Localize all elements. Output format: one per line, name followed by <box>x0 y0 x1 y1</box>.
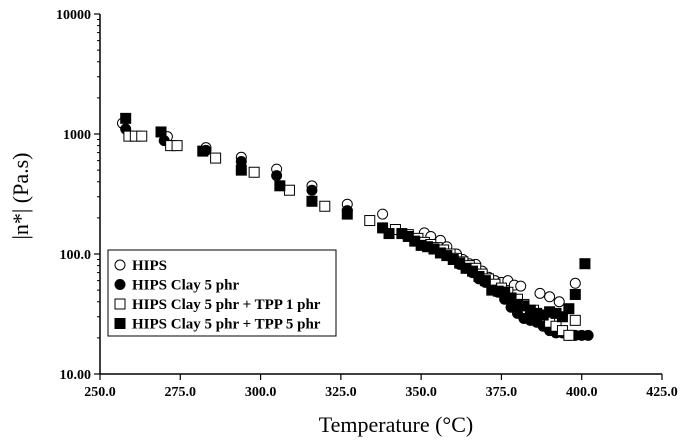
y-tick-label: 10000 <box>56 8 91 23</box>
hips-point <box>544 291 556 303</box>
x-tick-label: 275.0 <box>165 385 197 400</box>
legend-label: HIPS Clay 5 phr + TPP 1 phr <box>132 297 321 313</box>
hips-clay-tpp5-point <box>569 288 581 300</box>
hips-clay-tpp1-point <box>283 184 295 196</box>
x-tick-label: 325.0 <box>325 385 357 400</box>
hips-clay-tpp5-point <box>155 126 167 138</box>
hips-clay-tpp5-point <box>306 195 318 207</box>
hips-clay-point <box>271 170 283 182</box>
hips-point <box>553 296 565 308</box>
hips-point <box>569 277 581 289</box>
x-tick-label: 350.0 <box>405 385 437 400</box>
legend-label: HIPS Clay 5 phr <box>132 278 239 294</box>
x-tick-label: 425.0 <box>646 385 678 400</box>
hips-clay-tpp5-point <box>274 180 286 192</box>
hips-clay-tpp5-point <box>499 286 511 298</box>
hips-clay-tpp5-point <box>235 164 247 176</box>
hips-clay-tpp5-point <box>563 303 575 315</box>
hips-clay-tpp5-point <box>383 228 395 240</box>
hips-clay-tpp5-point <box>341 208 353 220</box>
ticks: 250.0 275.0 300.0 325.0 350.0 375.0 400.0 425.0… <box>56 8 678 400</box>
hips-clay-tpp1-point <box>569 314 581 326</box>
hips-clay-tpp1-point <box>248 166 260 178</box>
hips-point <box>515 280 527 292</box>
hips-clay-tpp5-point <box>479 275 491 287</box>
hips-clay-tpp1-point <box>171 140 183 152</box>
hips-clay-tpp5-point <box>377 222 389 234</box>
legend-label: HIPS Clay 5 phr + TPP 5 phr <box>132 317 321 333</box>
y-tick-label: 1000 <box>63 128 91 143</box>
x-tick-label: 300.0 <box>245 385 277 400</box>
hips-clay-tpp5-point <box>579 258 591 270</box>
hips-point <box>534 287 546 299</box>
x-axis-title: Temperature (°C) <box>319 412 473 437</box>
legend-marker <box>114 298 126 310</box>
y-axis-title: |n*| (Pa.s) <box>8 152 33 239</box>
legend-marker <box>114 279 126 290</box>
x-tick-label: 250.0 <box>84 385 116 400</box>
x-tick-label: 400.0 <box>566 385 598 400</box>
legend: HIPS HIPS Clay 5 phr HIPS Clay 5 phr + TPP… <box>107 249 337 337</box>
y-tick-label: 100.0 <box>60 248 92 263</box>
hips-clay-tpp1-point <box>563 329 575 341</box>
hips-clay-tpp1-point <box>364 215 376 227</box>
legend-label: HIPS <box>132 258 167 274</box>
axes <box>99 14 662 375</box>
legend-marker <box>114 259 126 271</box>
series-4 <box>120 112 591 323</box>
legend-marker <box>114 318 126 329</box>
hips-clay-point <box>306 184 318 196</box>
data-marks <box>116 112 594 341</box>
hips-clay-tpp5-point <box>197 145 209 157</box>
legend-box <box>107 249 337 337</box>
y-tick-label: 10.00 <box>60 368 92 383</box>
hips-clay-tpp5-point <box>120 112 132 124</box>
hips-clay-tpp1-point <box>136 130 148 142</box>
hips-clay-tpp5-point <box>556 311 568 323</box>
hips-clay-point <box>582 329 594 341</box>
hips-clay-tpp1-point <box>319 200 331 212</box>
hips-clay-tpp5-point <box>505 292 517 304</box>
hips-clay-tpp1-point <box>210 152 222 164</box>
x-tick-label: 375.0 <box>486 385 518 400</box>
hips-point <box>377 208 389 220</box>
